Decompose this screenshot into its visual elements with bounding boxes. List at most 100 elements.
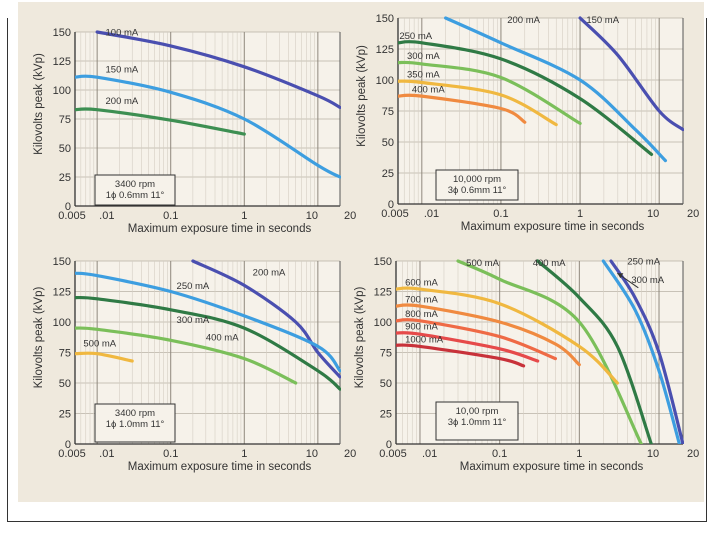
series-line: [578, 16, 684, 132]
series-line: [396, 303, 581, 367]
chart-panel-3: 0 25 50 75 100 125 150 0.005 .01 0.1 1 10 20 Maximum …: [33, 256, 356, 473]
x-tick-label: 20: [344, 210, 356, 222]
x-tick-label: 20: [687, 448, 699, 460]
series-label: 150 mA: [106, 65, 139, 76]
x-tick-label: 0.005: [58, 448, 86, 460]
y-tick-label: 25: [380, 409, 392, 421]
y-tick-label: 125: [53, 287, 71, 299]
x-tick-label: 1: [576, 448, 582, 460]
x-axis-title: Maximum exposure time in seconds: [128, 223, 312, 235]
slide-border-left: [7, 18, 8, 522]
y-tick-label: 50: [59, 378, 71, 390]
y-tick-label: 0: [65, 201, 71, 213]
y-tick-label: 0: [386, 439, 392, 451]
y-axis-title: Kilovolts peak (kVp): [354, 287, 366, 389]
series-line: [75, 74, 341, 179]
series-line: [396, 343, 526, 368]
series-label: 600 mA: [405, 277, 438, 288]
series-line: [609, 259, 684, 444]
y-tick-label: 50: [59, 143, 71, 155]
spec-note-line: 3ϕ 1.0mm 11°: [448, 417, 507, 428]
series-label: 350 mA: [407, 70, 440, 81]
x-tick-label: 20: [344, 448, 356, 460]
spec-note-box: [435, 169, 519, 201]
series-label: 900 mA: [405, 321, 438, 332]
series-line: [398, 60, 582, 125]
series-label: 200 mA: [253, 268, 286, 279]
x-tick-label: 0.005: [379, 448, 407, 460]
y-tick-label: 125: [53, 56, 71, 68]
chart-photo: 0 25 50 75 100 125 150 0.005.01 0.1 1 10 20 Maximum …: [18, 2, 704, 502]
series-line: [398, 40, 654, 156]
y-tick-label: 50: [380, 378, 392, 390]
spec-note-line: 1ϕ 0.6mm 11°: [106, 190, 165, 201]
series-label: 400 mA: [533, 258, 566, 269]
x-tick-label: 10: [647, 208, 659, 220]
series-label: 200 mA: [507, 15, 540, 26]
series-line: [75, 326, 298, 385]
series-line: [398, 93, 527, 124]
series-line: [75, 107, 246, 136]
series-label: 300 mA: [631, 275, 664, 286]
series-label: 500 mA: [83, 338, 116, 349]
series-label: 1000 mA: [405, 335, 444, 346]
x-tick-label: 10: [306, 448, 318, 460]
x-tick-label: 20: [687, 208, 699, 220]
chart-panel-2: 0 25 50 75 100 125 150 0.005 .01 0.1 1 10 20 Maximum …: [356, 13, 699, 233]
x-tick-label: .01: [422, 448, 437, 460]
y-tick-label: 25: [59, 172, 71, 184]
series-label: 250 mA: [177, 281, 210, 292]
arrow-head: [617, 273, 624, 279]
x-tick-label: 1: [577, 208, 583, 220]
slide-border-right: [706, 18, 707, 522]
spec-note-line: 3ϕ 0.6mm 11°: [448, 185, 507, 196]
series-label: 250 mA: [627, 257, 660, 268]
spec-note-line: 1ϕ 1.0mm 11°: [106, 419, 165, 430]
series-line: [75, 295, 341, 391]
y-tick-label: 0: [65, 439, 71, 451]
x-tick-label: 10: [306, 210, 318, 222]
x-tick-label: .01: [424, 208, 439, 220]
y-tick-label: 0: [388, 199, 394, 211]
series-label: 700 mA: [405, 294, 438, 305]
y-tick-label: 125: [376, 44, 394, 56]
y-axis-title: Kilovolts peak (kVp): [356, 45, 368, 147]
x-tick-label: 1: [241, 448, 247, 460]
spec-note-box: [435, 401, 519, 441]
slide-border-bottom: [7, 521, 707, 522]
series-label: 100 mA: [106, 27, 139, 38]
series-line: [398, 79, 558, 127]
series-line: [396, 286, 619, 385]
x-tick-label: 0.1: [163, 210, 178, 222]
series-line: [75, 271, 341, 373]
series-label: 400 mA: [412, 84, 445, 95]
series-line: [536, 259, 653, 444]
x-axis-title: Maximum exposure time in seconds: [461, 221, 645, 233]
y-tick-label: 150: [53, 27, 71, 39]
y-tick-label: 100: [53, 85, 71, 97]
series-label: 800 mA: [405, 309, 438, 320]
x-tick-label: 0.005: [58, 210, 86, 222]
series-label: 500 mA: [466, 258, 499, 269]
x-tick-label: 0.005: [381, 208, 409, 220]
x-tick-label: .01: [99, 448, 114, 460]
y-tick-label: 75: [59, 114, 71, 126]
y-tick-label: 150: [376, 13, 394, 25]
series-line: [396, 318, 557, 361]
x-tick-label: 0.1: [493, 208, 508, 220]
y-tick-label: 75: [59, 348, 71, 360]
y-tick-label: 100: [53, 317, 71, 329]
y-tick-label: 50: [382, 137, 394, 149]
y-tick-label: 125: [374, 287, 392, 299]
x-tick-label: 1: [241, 210, 247, 222]
x-axis-title: Maximum exposure time in seconds: [460, 461, 644, 473]
series-line: [191, 259, 341, 379]
series-line: [75, 351, 134, 363]
series-line: [444, 16, 667, 163]
spec-note-box: [94, 174, 176, 206]
spec-note-line: 3400 rpm: [115, 179, 155, 190]
y-tick-label: 75: [382, 106, 394, 118]
chart-panel-4: 0 25 50 75 100 125 150 0.005 .01 0.1 1 10 20 Maximum …: [354, 256, 699, 473]
series-line: [601, 259, 681, 444]
series-line: [95, 30, 341, 109]
